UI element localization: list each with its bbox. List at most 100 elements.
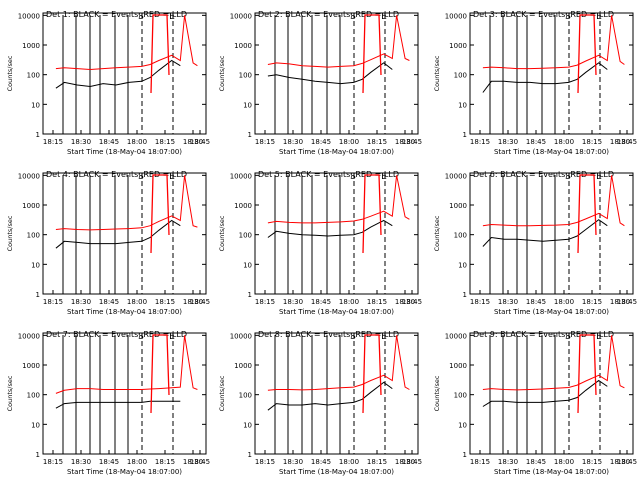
y-axis-label: Counts/sec bbox=[433, 55, 441, 91]
x-tick-label: 18:45 bbox=[526, 458, 546, 466]
y-axis-label: Counts/sec bbox=[433, 375, 441, 411]
y-tick-label: 10 bbox=[243, 101, 252, 109]
lld-saturation bbox=[150, 334, 170, 414]
marker-s: S bbox=[350, 332, 356, 342]
x-tick-label: 18:15 bbox=[43, 138, 63, 146]
x-tick-label: 18:45 bbox=[402, 138, 422, 146]
x-tick-label: 18:30 bbox=[498, 458, 518, 466]
panel-title: Det 3: BLACK = Events, RED = LLD bbox=[473, 10, 614, 19]
x-tick-label: 18:30 bbox=[71, 458, 91, 466]
marker-s: S bbox=[565, 172, 571, 182]
x-tick-label: 18:30 bbox=[283, 458, 303, 466]
y-tick-label: 1000 bbox=[449, 42, 467, 50]
y-tick-label: 10000 bbox=[445, 172, 467, 180]
lld-saturation bbox=[150, 14, 170, 94]
panel-det-8: Det 8: BLACK = Events, RED = LLD Counts/s… bbox=[218, 330, 422, 476]
x-axis-label: Start Time (18-May-04 18:07:00) bbox=[67, 468, 182, 476]
y-tick-label: 1 bbox=[36, 451, 40, 459]
x-tick-label: 18:15 bbox=[582, 458, 602, 466]
y-axis-label: Counts/sec bbox=[6, 375, 14, 411]
x-tick-label: 18:15 bbox=[470, 298, 490, 306]
x-tick-label: 18:30 bbox=[498, 138, 518, 146]
y-tick-label: 10000 bbox=[18, 172, 40, 180]
marker-e: E bbox=[596, 12, 602, 22]
x-tick-label: 18:15 bbox=[155, 298, 175, 306]
x-tick-label: 18:45 bbox=[99, 298, 119, 306]
x-tick-label: 18:30 bbox=[71, 138, 91, 146]
x-axis-label: Start Time (18-May-04 18:07:00) bbox=[494, 148, 609, 156]
y-tick-label: 100 bbox=[239, 232, 252, 240]
x-tick-label: 18:30 bbox=[71, 298, 91, 306]
y-tick-label: 10 bbox=[458, 261, 467, 269]
x-tick-label: 18:00 bbox=[554, 298, 574, 306]
y-tick-label: 100 bbox=[27, 232, 40, 240]
x-tick-label: 18:15 bbox=[155, 138, 175, 146]
series-events bbox=[482, 62, 608, 93]
y-axis-label: Counts/sec bbox=[433, 215, 441, 251]
panel-title: Det 7: BLACK = Events, RED = LLD bbox=[46, 330, 187, 339]
y-axis-label: Counts/sec bbox=[6, 215, 14, 251]
y-tick-label: 100 bbox=[454, 392, 467, 400]
plot-frame bbox=[469, 12, 634, 135]
x-tick-label: 18:15 bbox=[43, 298, 63, 306]
y-tick-label: 1000 bbox=[234, 202, 252, 210]
x-tick-label: 18:00 bbox=[339, 138, 359, 146]
y-tick-label: 100 bbox=[239, 72, 252, 80]
y-tick-label: 1000 bbox=[449, 202, 467, 210]
plot-frame bbox=[469, 172, 634, 295]
series-lld bbox=[267, 15, 410, 68]
y-tick-label: 100 bbox=[27, 72, 40, 80]
x-axis-label: Start Time (18-May-04 18:07:00) bbox=[67, 148, 182, 156]
x-tick-label: 18:30 bbox=[183, 138, 203, 146]
x-tick-label: 18:30 bbox=[183, 298, 203, 306]
x-tick-label: 18:30 bbox=[610, 138, 630, 146]
x-tick-label: 18:15 bbox=[155, 458, 175, 466]
panel-det-2: Det 2: BLACK = Events, RED = LLD Counts/s… bbox=[218, 10, 422, 156]
panel-det-6: Det 6: BLACK = Events, RED = LLD Counts/s… bbox=[433, 170, 637, 316]
y-tick-label: 1 bbox=[248, 451, 252, 459]
x-tick-label: 18:15 bbox=[582, 138, 602, 146]
x-tick-label: 18:15 bbox=[470, 138, 490, 146]
y-tick-label: 1000 bbox=[22, 362, 40, 370]
x-tick-label: 18:45 bbox=[190, 298, 210, 306]
y-axis-label: Counts/sec bbox=[218, 215, 226, 251]
marker-e: E bbox=[596, 332, 602, 342]
plot-frame bbox=[254, 12, 419, 135]
y-tick-label: 10 bbox=[243, 261, 252, 269]
marker-e: E bbox=[169, 172, 175, 182]
marker-e: E bbox=[169, 12, 175, 22]
x-tick-label: 18:30 bbox=[395, 458, 415, 466]
marker-s: S bbox=[138, 172, 144, 182]
panel-title: Det 1: BLACK = Events, RED = LLD bbox=[46, 10, 187, 19]
x-axis-label: Start Time (18-May-04 18:07:00) bbox=[279, 468, 394, 476]
plot-frame bbox=[254, 172, 419, 295]
panel-title: Det 9: BLACK = Events, RED = LLD bbox=[473, 330, 614, 339]
marker-e: E bbox=[381, 172, 387, 182]
x-tick-label: 18:30 bbox=[283, 138, 303, 146]
marker-s: S bbox=[350, 12, 356, 22]
panel-title: Det 5: BLACK = Events, RED = LLD bbox=[258, 170, 399, 179]
series-lld bbox=[482, 335, 625, 391]
x-tick-label: 18:45 bbox=[99, 138, 119, 146]
x-tick-label: 18:45 bbox=[617, 298, 637, 306]
marker-s: S bbox=[565, 332, 571, 342]
plot-frame bbox=[469, 332, 634, 455]
series-events bbox=[55, 59, 181, 89]
series-lld bbox=[482, 15, 625, 70]
x-tick-label: 18:00 bbox=[339, 298, 359, 306]
y-tick-label: 10 bbox=[31, 421, 40, 429]
series-events bbox=[482, 219, 608, 247]
panel-det-9: Det 9: BLACK = Events, RED = LLD Counts/s… bbox=[433, 330, 637, 476]
series-events bbox=[482, 379, 608, 407]
series-lld bbox=[482, 175, 625, 227]
x-axis-label: Start Time (18-May-04 18:07:00) bbox=[494, 468, 609, 476]
series-events bbox=[267, 381, 393, 411]
x-tick-label: 18:45 bbox=[526, 298, 546, 306]
series-events bbox=[267, 219, 393, 238]
y-tick-label: 1 bbox=[248, 291, 252, 299]
x-tick-label: 18:30 bbox=[395, 298, 415, 306]
marker-e: E bbox=[169, 332, 175, 342]
x-axis-label: Start Time (18-May-04 18:07:00) bbox=[67, 308, 182, 316]
lld-saturation bbox=[577, 334, 597, 414]
